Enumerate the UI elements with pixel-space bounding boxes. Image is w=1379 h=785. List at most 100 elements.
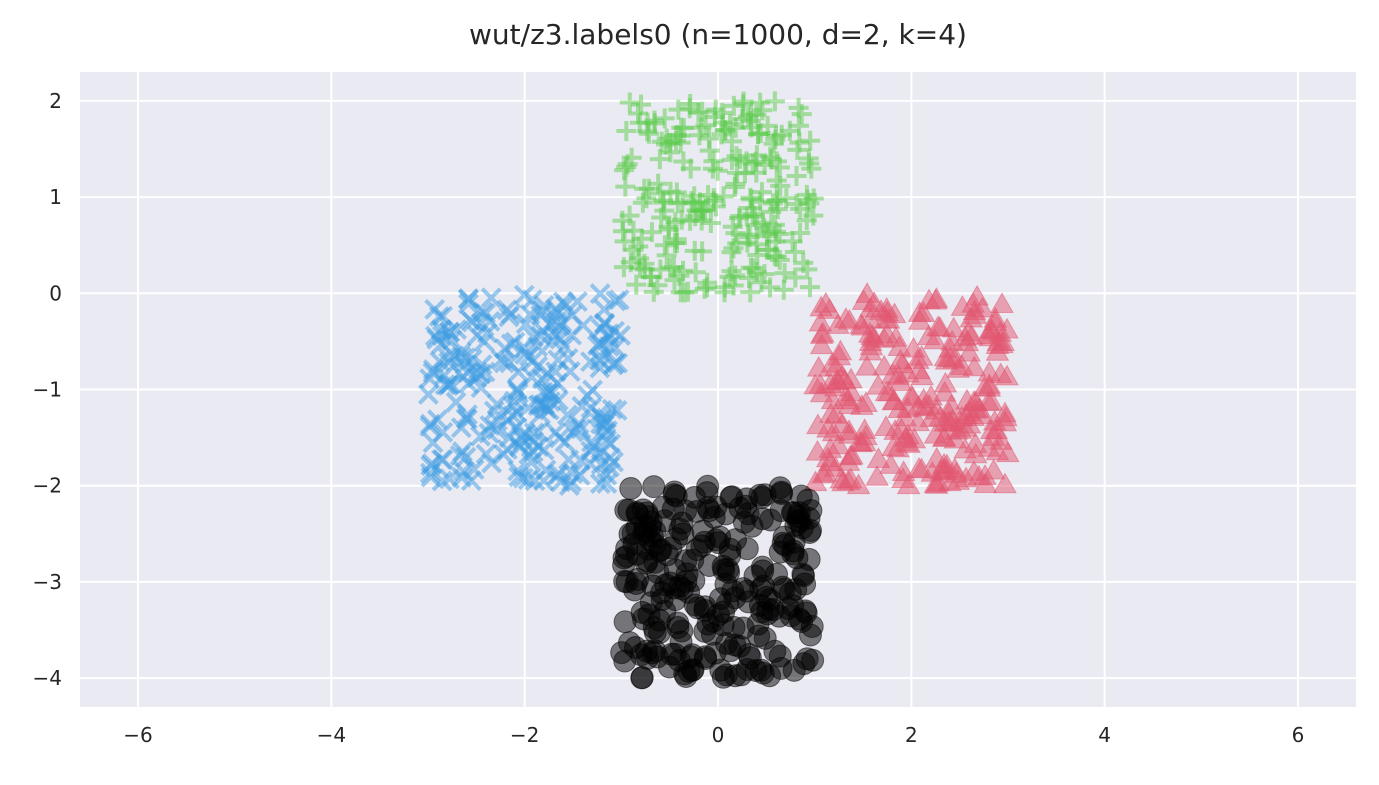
data-point-plus bbox=[649, 149, 670, 170]
x-tick-label: 0 bbox=[712, 723, 725, 747]
data-point-plus bbox=[655, 134, 676, 155]
data-point-circle bbox=[651, 495, 675, 519]
data-point-triangle bbox=[855, 354, 879, 376]
data-point-x bbox=[473, 331, 495, 353]
data-point-circle bbox=[747, 624, 771, 648]
data-point-plus bbox=[721, 131, 742, 152]
data-point-x bbox=[561, 324, 582, 346]
data-point-triangle bbox=[823, 375, 848, 397]
data-point-plus bbox=[654, 108, 675, 129]
data-point-circle bbox=[649, 538, 673, 562]
data-point-plus bbox=[689, 125, 710, 146]
data-point-x bbox=[493, 352, 515, 374]
data-point-triangle bbox=[924, 398, 949, 420]
data-point-triangle bbox=[906, 410, 930, 432]
data-point-x bbox=[508, 466, 530, 488]
chart-title: wut/z3.labels0 (n=1000, d=2, k=4) bbox=[469, 18, 967, 51]
data-point-circle bbox=[715, 631, 739, 655]
data-point-triangle bbox=[858, 339, 883, 361]
data-point-circle bbox=[642, 616, 666, 640]
data-point-plus bbox=[682, 193, 703, 214]
data-point-triangle bbox=[932, 380, 957, 402]
data-point-triangle bbox=[818, 437, 843, 458]
data-point-plus bbox=[664, 233, 685, 254]
data-point-x bbox=[523, 422, 545, 444]
data-point-plus bbox=[688, 102, 709, 123]
data-point-plus bbox=[621, 147, 642, 168]
data-point-circle bbox=[736, 590, 760, 614]
data-point-triangle bbox=[865, 464, 889, 486]
x-tick-label: −6 bbox=[123, 723, 152, 747]
data-point-triangle bbox=[828, 339, 853, 361]
data-point-plus bbox=[793, 252, 814, 273]
data-point-circle bbox=[718, 544, 742, 568]
data-point-triangle bbox=[950, 295, 975, 316]
data-point-circle bbox=[666, 615, 690, 639]
data-point-x bbox=[478, 422, 500, 444]
data-point-triangle bbox=[874, 380, 899, 402]
data-point-triangle bbox=[872, 326, 896, 348]
data-point-x bbox=[430, 319, 452, 341]
data-point-triangle bbox=[806, 413, 830, 435]
data-point-plus bbox=[631, 94, 652, 115]
data-point-plus bbox=[616, 120, 637, 141]
data-point-x bbox=[461, 311, 483, 333]
data-point-plus bbox=[758, 222, 779, 243]
x-tick-label: −2 bbox=[510, 723, 539, 747]
data-point-x bbox=[454, 354, 476, 376]
data-point-plus bbox=[612, 210, 633, 231]
data-point-plus bbox=[799, 277, 820, 298]
data-point-x bbox=[589, 283, 611, 305]
data-point-circle bbox=[750, 555, 774, 579]
data-point-plus bbox=[720, 114, 741, 135]
data-point-plus bbox=[784, 242, 805, 263]
data-point-x bbox=[530, 403, 551, 425]
data-point-circle bbox=[706, 603, 730, 627]
data-point-plus bbox=[754, 264, 775, 285]
data-point-triangle bbox=[995, 441, 1020, 463]
data-point-triangle bbox=[829, 467, 854, 489]
data-point-triangle bbox=[962, 299, 987, 321]
data-point-triangle bbox=[896, 473, 921, 495]
data-point-circle bbox=[769, 499, 793, 523]
data-point-circle bbox=[798, 623, 822, 647]
data-point-plus bbox=[623, 239, 644, 260]
data-point-triangle bbox=[858, 307, 883, 329]
data-point-plus bbox=[684, 240, 705, 261]
y-axis-ticks: 2 1 0 −1 −2 −3 −4 bbox=[33, 89, 62, 690]
data-point-triangle bbox=[909, 344, 934, 366]
data-point-x bbox=[506, 402, 528, 424]
data-point-x bbox=[531, 300, 553, 322]
data-point-plus bbox=[679, 98, 700, 119]
data-point-circle bbox=[769, 656, 793, 680]
data-point-plus bbox=[769, 250, 790, 271]
data-point-circle bbox=[612, 546, 636, 570]
data-point-x bbox=[539, 391, 561, 413]
series-circle bbox=[610, 474, 825, 690]
data-point-triangle bbox=[941, 316, 966, 338]
data-point-circle bbox=[714, 663, 738, 687]
data-point-triangle bbox=[894, 425, 918, 447]
data-point-circle bbox=[630, 666, 654, 690]
data-point-plus bbox=[699, 140, 720, 161]
data-point-circle bbox=[683, 593, 707, 617]
data-point-plus bbox=[636, 188, 657, 209]
data-point-x bbox=[512, 429, 533, 451]
data-point-x bbox=[458, 293, 479, 315]
data-point-plus bbox=[696, 277, 717, 298]
data-point-x bbox=[594, 312, 616, 334]
data-point-plus bbox=[725, 173, 746, 194]
data-point-x bbox=[457, 404, 478, 426]
data-point-triangle bbox=[977, 373, 1002, 394]
data-point-triangle bbox=[907, 456, 931, 478]
data-point-x bbox=[602, 354, 624, 376]
data-point-triangle bbox=[813, 291, 838, 313]
data-point-x bbox=[450, 417, 472, 439]
data-point-x bbox=[546, 465, 568, 486]
data-point-triangle bbox=[943, 427, 968, 449]
data-point-plus bbox=[638, 123, 659, 144]
data-point-circle bbox=[630, 600, 654, 624]
data-point-triangle bbox=[983, 310, 1008, 331]
data-point-circle bbox=[634, 551, 658, 575]
y-tick-label: −2 bbox=[33, 474, 62, 498]
